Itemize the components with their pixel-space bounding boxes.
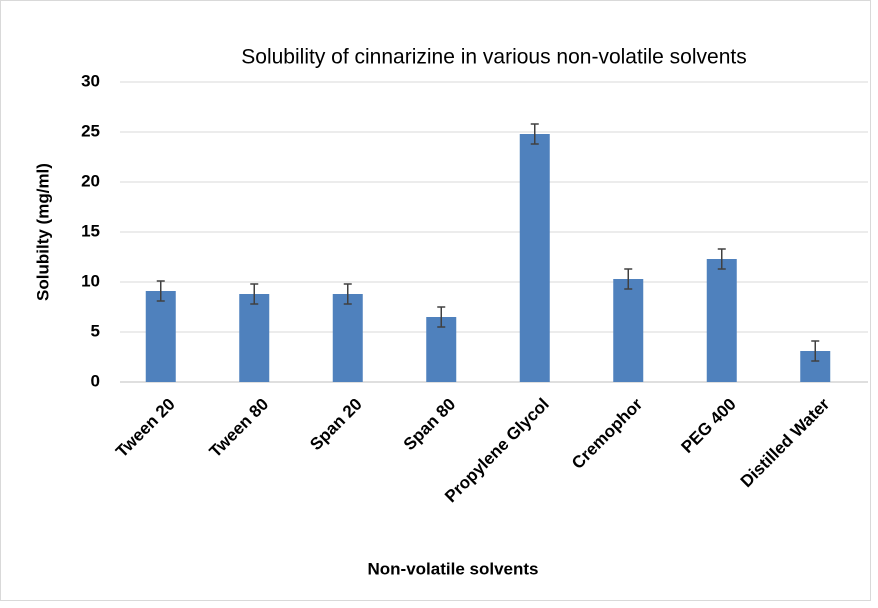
y-tick-label: 30 <box>81 71 100 90</box>
y-axis-label: Solubilty (mg/ml) <box>33 163 52 301</box>
y-tick-label: 15 <box>81 221 100 240</box>
x-axis-label: Non-volatile solvents <box>368 559 539 578</box>
y-tick-label: 25 <box>81 121 100 140</box>
error-bar <box>717 248 726 270</box>
chart-title: Solubility of cinnarizine in various non… <box>241 46 746 69</box>
bar <box>519 134 550 382</box>
bar <box>613 279 644 382</box>
bar <box>706 259 737 382</box>
error-bar <box>624 268 633 290</box>
bar <box>426 317 457 382</box>
error-bar <box>530 123 539 145</box>
error-bar <box>437 306 446 328</box>
y-tick-label: 20 <box>81 171 100 190</box>
error-bar <box>156 280 165 302</box>
bar <box>239 294 270 382</box>
y-tick-label: 10 <box>81 271 100 290</box>
error-bar <box>250 283 259 305</box>
y-tick-label: 5 <box>91 321 100 340</box>
y-tick-label: 0 <box>91 371 100 390</box>
bar <box>332 294 363 382</box>
error-bar <box>811 340 820 362</box>
bar <box>145 291 176 382</box>
error-bar <box>343 283 352 305</box>
